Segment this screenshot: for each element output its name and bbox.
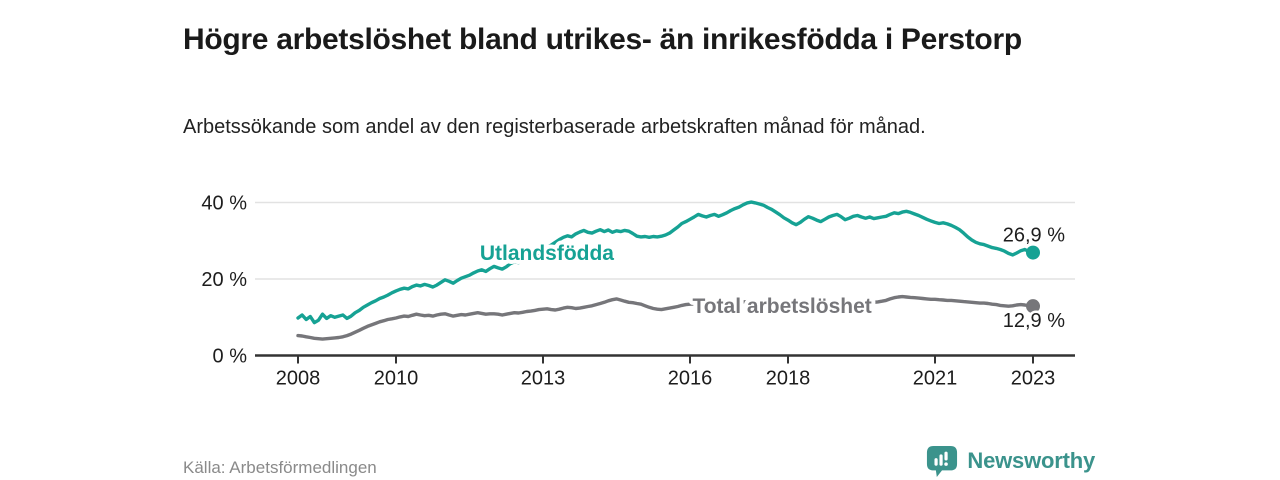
series-end-value-label: 26,9 % [1003, 225, 1065, 247]
chart-subtitle: Arbetssökande som andel av den registerb… [183, 116, 926, 138]
series-end-dot [1026, 245, 1040, 260]
chart-title: Högre arbetslöshet bland utrikes- än inr… [183, 23, 1022, 57]
y-axis-tick-label: 40 % [201, 193, 247, 215]
newsworthy-wordmark: Newsworthy [967, 448, 1095, 473]
series-line-total-arbetsl-shet [296, 294, 1035, 341]
x-axis-tick-label: 2023 [1011, 368, 1056, 390]
x-axis-tick-label: 2013 [521, 368, 566, 390]
series-line-utlandsf-dda [296, 200, 1035, 325]
newsworthy-brand: Newsworthy [926, 444, 1095, 478]
newsworthy-speech-bubble-bar-chart-icon [927, 445, 958, 477]
x-axis-tick-label: 2018 [766, 368, 811, 390]
y-axis-tick-label: 0 % [213, 346, 248, 368]
source-note: Källa: Arbetsförmedlingen [183, 458, 377, 477]
x-axis-tick-label: 2008 [276, 368, 321, 390]
x-axis-tick-label: 2021 [913, 368, 958, 390]
x-axis-tick-label: 2010 [374, 368, 419, 390]
x-axis-tick-label: 2016 [668, 368, 713, 390]
series-inline-label: Utlandsfödda [480, 242, 614, 265]
series-end-value-label: 12,9 % [1003, 310, 1065, 332]
y-axis-tick-label: 20 % [201, 269, 247, 291]
series-inline-label: Total arbetslöshet [692, 295, 871, 318]
series-end-dot [1026, 299, 1040, 314]
